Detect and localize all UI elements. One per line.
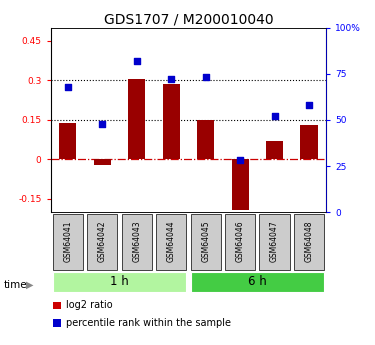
Text: GSM64042: GSM64042 — [98, 220, 107, 262]
FancyBboxPatch shape — [260, 215, 290, 270]
FancyBboxPatch shape — [53, 272, 186, 292]
Point — [237, 158, 243, 163]
Point — [134, 58, 140, 63]
Text: percentile rank within the sample: percentile rank within the sample — [66, 318, 231, 328]
FancyBboxPatch shape — [294, 215, 324, 270]
Point — [65, 84, 71, 89]
FancyBboxPatch shape — [87, 215, 117, 270]
Text: GSM64046: GSM64046 — [236, 220, 244, 262]
Text: GSM64043: GSM64043 — [132, 220, 141, 262]
Point — [168, 77, 174, 82]
Text: 6 h: 6 h — [248, 275, 267, 288]
FancyBboxPatch shape — [53, 215, 83, 270]
Text: GSM64048: GSM64048 — [304, 220, 313, 262]
Text: ▶: ▶ — [26, 280, 33, 289]
Text: GSM64045: GSM64045 — [201, 220, 210, 262]
Bar — [94, 159, 111, 165]
Point — [272, 114, 278, 119]
Text: GSM64041: GSM64041 — [63, 220, 72, 262]
Bar — [266, 141, 283, 159]
FancyBboxPatch shape — [156, 215, 186, 270]
Point — [306, 102, 312, 108]
FancyBboxPatch shape — [225, 215, 255, 270]
Bar — [231, 159, 249, 209]
FancyBboxPatch shape — [190, 272, 324, 292]
FancyBboxPatch shape — [122, 215, 152, 270]
Bar — [197, 120, 214, 159]
Text: GSM64047: GSM64047 — [270, 220, 279, 262]
Point — [99, 121, 105, 126]
Point — [202, 75, 208, 80]
Bar — [300, 125, 318, 159]
Bar — [59, 122, 76, 159]
Bar — [128, 79, 146, 159]
Bar — [163, 84, 180, 159]
Text: GSM64044: GSM64044 — [167, 220, 176, 262]
Text: log2 ratio: log2 ratio — [66, 300, 113, 310]
Title: GDS1707 / M200010040: GDS1707 / M200010040 — [104, 12, 273, 27]
FancyBboxPatch shape — [190, 215, 221, 270]
Text: 1 h: 1 h — [110, 275, 129, 288]
Text: time: time — [4, 280, 27, 289]
